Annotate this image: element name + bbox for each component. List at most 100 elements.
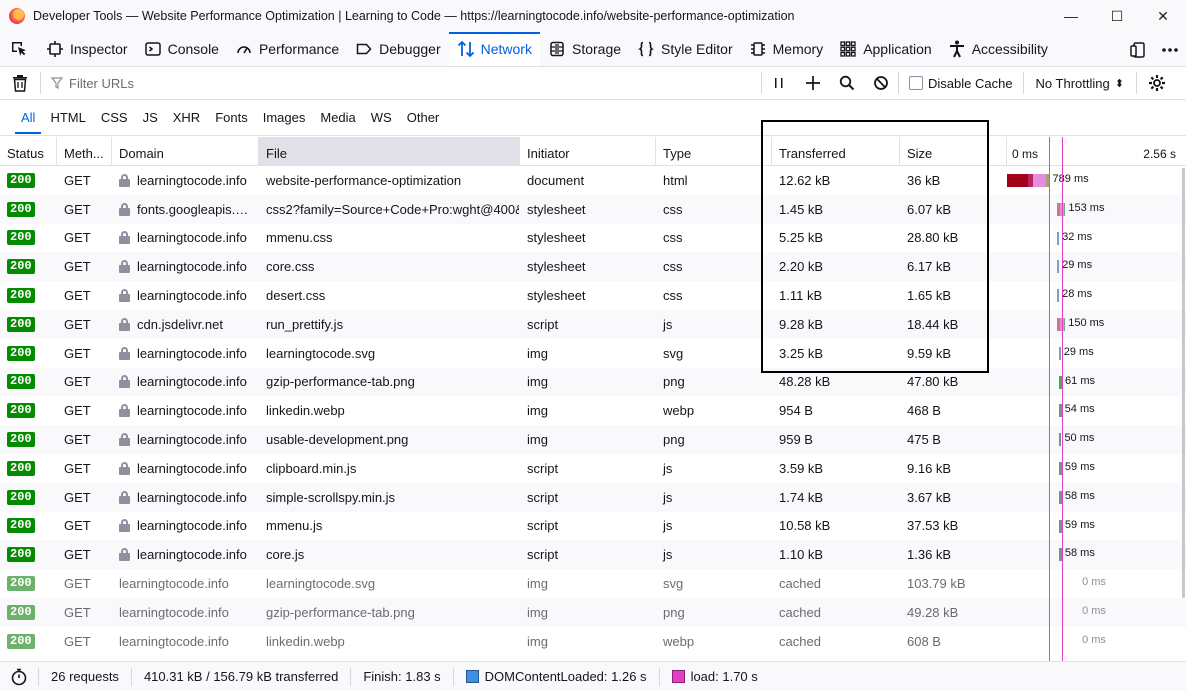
clear-button[interactable] bbox=[0, 74, 40, 92]
waterfall-timing: 150 ms bbox=[1068, 316, 1105, 329]
minimize-button[interactable]: — bbox=[1064, 8, 1078, 24]
waterfall-bar bbox=[1058, 461, 1062, 475]
table-row[interactable]: 200 GET learningtocode.info usable-developm… bbox=[0, 425, 1186, 454]
lock-icon bbox=[119, 375, 130, 389]
column-method[interactable]: Meth... bbox=[57, 137, 112, 165]
dock-icon bbox=[1130, 41, 1145, 58]
filter-urls-input[interactable]: Filter URLs bbox=[41, 67, 761, 100]
domain-cell: learningtocode.info bbox=[112, 512, 259, 541]
close-window-button[interactable]: ✕ bbox=[1157, 7, 1169, 24]
table-row[interactable]: 200 GET learningtocode.info mmenu.js script j… bbox=[0, 512, 1186, 541]
column-domain[interactable]: Domain bbox=[112, 137, 259, 165]
table-row[interactable]: 200 GET learningtocode.info learningtocode.… bbox=[0, 569, 1186, 598]
initiator-text: stylesheet bbox=[527, 201, 586, 217]
search-button[interactable] bbox=[830, 67, 864, 100]
element-picker-button[interactable] bbox=[0, 32, 38, 66]
table-row[interactable]: 200 GET learningtocode.info simple-scrollsp… bbox=[0, 482, 1186, 512]
column-waterfall[interactable]: 0 ms 2.56 s bbox=[1007, 137, 1186, 165]
waterfall-bar bbox=[1057, 231, 1060, 245]
status-cell: 200 bbox=[0, 195, 57, 224]
window-controls: — ☐ ✕ bbox=[1048, 0, 1186, 32]
size-text: 9.59 kB bbox=[907, 345, 952, 361]
size-cell: 1.65 kB bbox=[900, 281, 1007, 310]
maximize-button[interactable]: ☐ bbox=[1110, 7, 1124, 24]
lock-icon bbox=[119, 519, 130, 533]
filter-type-ws[interactable]: WS bbox=[370, 110, 392, 125]
tab-memory[interactable]: Memory bbox=[741, 32, 832, 66]
tab-label: Storage bbox=[571, 41, 622, 57]
table-row[interactable]: 200 GET learningtocode.info core.css stylesh… bbox=[0, 252, 1186, 282]
more-options-button[interactable] bbox=[1154, 32, 1186, 67]
size-cell: 6.07 kB bbox=[900, 195, 1007, 224]
initiator-text: img bbox=[527, 576, 548, 592]
performance-analysis-button[interactable] bbox=[0, 667, 39, 686]
table-row[interactable]: 200 GET fonts.googleapis.com css2?family=So… bbox=[0, 194, 1186, 224]
filter-type-fonts[interactable]: Fonts bbox=[215, 110, 248, 125]
tab-console[interactable]: Console bbox=[136, 32, 227, 66]
initiator-cell: img bbox=[520, 339, 656, 368]
type-cell: js bbox=[656, 310, 772, 339]
lock-icon bbox=[119, 317, 130, 331]
column-size[interactable]: Size bbox=[900, 137, 1007, 165]
table-row[interactable]: 200 GET learningtocode.info core.js script js… bbox=[0, 540, 1186, 570]
filter-type-other[interactable]: Other bbox=[406, 110, 440, 125]
waterfall-timing: 0 ms bbox=[1082, 633, 1106, 646]
filter-type-css[interactable]: CSS bbox=[100, 110, 128, 125]
tab-inspector[interactable]: Inspector bbox=[38, 32, 136, 66]
table-row[interactable]: 200 GET learningtocode.info learningtocode.… bbox=[0, 339, 1186, 368]
type-text: js bbox=[663, 489, 673, 505]
filter-type-html[interactable]: HTML bbox=[50, 110, 86, 125]
load-swatch bbox=[671, 670, 685, 683]
domain-cell: learningtocode.info bbox=[112, 396, 259, 425]
pause-button[interactable] bbox=[762, 67, 796, 100]
file-cell: linkedin.webp bbox=[259, 396, 520, 425]
disable-cache-checkbox[interactable] bbox=[909, 76, 923, 90]
table-row[interactable]: 200 GET learningtocode.info desert.css style… bbox=[0, 281, 1186, 310]
load-time: load: 1.70 s bbox=[660, 668, 770, 686]
transferred-text: 12.62 kB bbox=[779, 172, 831, 188]
filter-type-media[interactable]: Media bbox=[320, 110, 356, 125]
table-row[interactable]: 200 GET learningtocode.info clipboard.min.j… bbox=[0, 454, 1186, 483]
tab-application[interactable]: Application bbox=[831, 32, 940, 66]
scrollbar-thumb[interactable] bbox=[1182, 168, 1185, 598]
tab-debugger[interactable]: Debugger bbox=[347, 32, 449, 66]
column-status[interactable]: Status bbox=[0, 137, 57, 165]
filter-type-js[interactable]: JS bbox=[142, 110, 158, 125]
size-text: 475 B bbox=[907, 432, 941, 448]
filter-type-all[interactable]: All bbox=[15, 107, 42, 134]
filter-type-xhr[interactable]: XHR bbox=[172, 110, 201, 125]
tab-label: Debugger bbox=[379, 41, 441, 57]
waterfall-cell: 58 ms bbox=[1007, 540, 1186, 569]
column-initiator[interactable]: Initiator bbox=[520, 137, 656, 165]
domain-cell: learningtocode.info bbox=[112, 281, 259, 310]
tab-performance[interactable]: Performance bbox=[227, 32, 347, 66]
file-cell: linkedin.webp bbox=[259, 627, 520, 656]
filter-type-images[interactable]: Images bbox=[262, 110, 306, 125]
domain-cell: learningtocode.info bbox=[112, 540, 259, 569]
table-scrollbar[interactable] bbox=[1180, 166, 1186, 661]
initiator-text: script bbox=[527, 489, 559, 505]
throttling-select[interactable]: No Throttling ⬍ bbox=[1024, 76, 1136, 91]
table-row[interactable]: 200 GET learningtocode.info gzip-performanc… bbox=[0, 597, 1186, 627]
type-text: js bbox=[663, 518, 673, 534]
domcontentloaded-marker bbox=[1049, 137, 1051, 661]
tab-accessibility[interactable]: Accessibility bbox=[940, 32, 1056, 66]
file-text: learningtocode.svg bbox=[266, 576, 376, 592]
column-file[interactable]: File bbox=[259, 137, 520, 165]
column-transferred[interactable]: Transferred bbox=[772, 137, 900, 165]
dock-side-button[interactable] bbox=[1122, 32, 1154, 67]
column-type[interactable]: Type bbox=[656, 137, 772, 165]
disable-cache-toggle[interactable]: Disable Cache bbox=[899, 76, 1023, 91]
block-request-button[interactable] bbox=[864, 67, 898, 100]
add-request-button[interactable] bbox=[796, 67, 830, 100]
tab-style-editor[interactable]: Style Editor bbox=[629, 32, 741, 66]
tab-storage[interactable]: Storage bbox=[540, 32, 629, 66]
table-row[interactable]: 200 GET learningtocode.info mmenu.css styles… bbox=[0, 224, 1186, 253]
table-row[interactable]: 200 GET learningtocode.info gzip-performanc… bbox=[0, 367, 1186, 397]
table-row[interactable]: 200 GET cdn.jsdelivr.net run_prettify.js scr… bbox=[0, 309, 1186, 339]
table-row[interactable]: 200 GET learningtocode.info linkedin.webp im… bbox=[0, 627, 1186, 656]
table-row[interactable]: 200 GET learningtocode.info linkedin.webp im… bbox=[0, 396, 1186, 425]
tab-network[interactable]: Network bbox=[448, 32, 541, 66]
network-settings-button[interactable] bbox=[1137, 74, 1177, 92]
table-row[interactable]: 200 GET learningtocode.info website-perform… bbox=[0, 166, 1186, 195]
